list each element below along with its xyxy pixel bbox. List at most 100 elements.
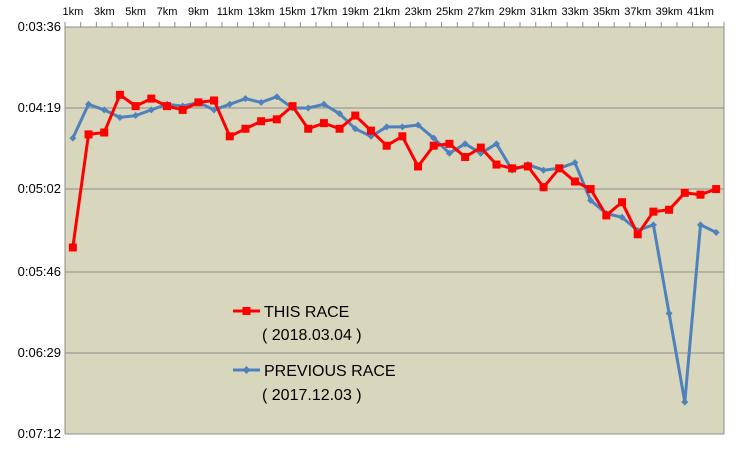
x-tick-label: 37km	[624, 6, 651, 18]
data-point-this-race	[461, 153, 470, 162]
data-point-previous-race	[273, 93, 281, 101]
x-tick-label: 33km	[561, 6, 588, 18]
x-tick-label: 11km	[217, 6, 243, 18]
data-point-this-race	[178, 105, 187, 114]
data-point-this-race	[649, 207, 658, 216]
data-point-this-race	[665, 205, 674, 214]
data-point-this-race	[147, 94, 156, 103]
data-point-previous-race	[681, 398, 689, 406]
data-point-previous-race	[320, 100, 328, 108]
data-point-this-race	[366, 126, 375, 135]
data-point-previous-race	[210, 106, 218, 114]
data-point-this-race	[382, 141, 391, 150]
legend-label-this-race: THIS RACE	[264, 304, 349, 321]
y-tick-label: 0:05:46	[18, 264, 61, 279]
data-point-previous-race	[618, 213, 626, 221]
legend-date-previous-race: ( 2017.12.03 )	[262, 387, 362, 404]
y-tick-labels: 0:03:36 0:04:19 0:05:02 0:05:46 0:06:29 0:07:…	[18, 19, 61, 441]
data-point-previous-race	[492, 140, 500, 148]
data-point-previous-race	[85, 100, 93, 108]
data-point-this-race	[131, 102, 140, 111]
data-point-previous-race	[100, 106, 108, 114]
data-point-previous-race	[351, 125, 359, 133]
x-tick-label: 13km	[248, 6, 275, 18]
data-point-this-race	[210, 96, 219, 105]
data-point-this-race	[476, 143, 485, 152]
data-point-this-race	[304, 124, 313, 133]
data-point-previous-race	[665, 309, 673, 317]
series-this-race	[68, 90, 721, 252]
y-tick-label: 0:05:02	[18, 181, 61, 196]
x-tick-label: 5km	[125, 6, 146, 18]
data-point-previous-race	[540, 166, 548, 174]
data-point-this-race	[241, 124, 250, 133]
data-point-this-race	[555, 164, 564, 173]
x-tick-label: 19km	[342, 6, 369, 18]
data-point-this-race	[398, 132, 407, 141]
data-point-previous-race	[226, 100, 234, 108]
data-point-this-race	[162, 102, 171, 111]
data-point-previous-race	[257, 98, 265, 106]
data-point-this-race	[115, 90, 124, 99]
data-point-this-race	[570, 177, 579, 186]
x-tick-label: 25km	[436, 6, 463, 18]
legend-entry-this-race: THIS RACE ( 2018.03.04 )	[233, 304, 362, 344]
legend-swatch-marker-this-race	[242, 307, 251, 315]
data-point-this-race	[319, 119, 328, 128]
data-point-this-race	[351, 111, 360, 120]
data-point-this-race	[633, 230, 642, 239]
data-point-previous-race	[587, 196, 595, 204]
data-point-previous-race	[383, 123, 391, 131]
y-tick-label: 0:04:19	[18, 100, 61, 115]
data-point-this-race	[539, 183, 548, 192]
data-point-previous-race	[132, 112, 140, 120]
x-tick-label: 15km	[279, 6, 306, 18]
legend-label-previous-race: PREVIOUS RACE	[264, 363, 396, 380]
data-point-previous-race	[116, 113, 124, 121]
x-tick-label: 9km	[188, 6, 209, 18]
data-point-this-race	[335, 124, 344, 133]
data-point-this-race	[84, 130, 93, 139]
x-tick-label: 29km	[499, 6, 526, 18]
y-tick-label: 0:07:12	[18, 426, 61, 441]
data-point-this-race	[508, 164, 517, 173]
x-tick-label: 7km	[157, 6, 178, 18]
data-point-previous-race	[649, 221, 657, 229]
data-point-previous-race	[336, 110, 344, 118]
data-point-this-race	[257, 117, 266, 126]
data-point-previous-race	[69, 134, 77, 142]
plot-area	[65, 27, 724, 434]
x-tick-label: 41km	[687, 6, 714, 18]
data-point-this-race	[696, 190, 705, 199]
x-tick-label: 3km	[94, 6, 115, 18]
data-point-previous-race	[241, 95, 249, 103]
x-tick-label: 1km	[62, 6, 83, 18]
x-tick-label: 27km	[467, 6, 494, 18]
x-tick-label: 31km	[530, 6, 557, 18]
data-point-this-race	[194, 98, 203, 107]
data-point-previous-race	[445, 149, 453, 157]
x-tick-label: 39km	[656, 6, 683, 18]
data-point-previous-race	[712, 228, 720, 236]
data-point-previous-race	[304, 104, 312, 112]
legend-entry-previous-race: PREVIOUS RACE ( 2017.12.03 )	[233, 363, 396, 404]
x-tick-label: 17km	[310, 6, 337, 18]
x-tick-labels: 1km 3km 5km 7km 9km 11km 13km 15km 17km 19km 21km 2…	[62, 6, 713, 18]
data-point-this-race	[445, 139, 454, 148]
data-point-previous-race	[461, 140, 469, 148]
data-point-this-race	[492, 160, 501, 169]
x-tick-label: 21km	[373, 6, 400, 18]
data-point-this-race	[712, 185, 721, 194]
data-point-previous-race	[147, 106, 155, 114]
data-point-previous-race	[430, 134, 438, 142]
x-tick-label: 23km	[405, 6, 432, 18]
legend-swatch-marker-previous-race	[242, 366, 251, 374]
data-point-this-race	[523, 162, 532, 171]
data-point-previous-race	[696, 221, 704, 229]
legend: THIS RACE ( 2018.03.04 ) PREVIOUS RACE (…	[233, 304, 396, 404]
y-tick-label: 0:06:29	[18, 345, 61, 360]
data-point-previous-race	[414, 121, 422, 129]
data-point-this-race	[100, 128, 109, 137]
data-point-this-race	[586, 185, 595, 194]
